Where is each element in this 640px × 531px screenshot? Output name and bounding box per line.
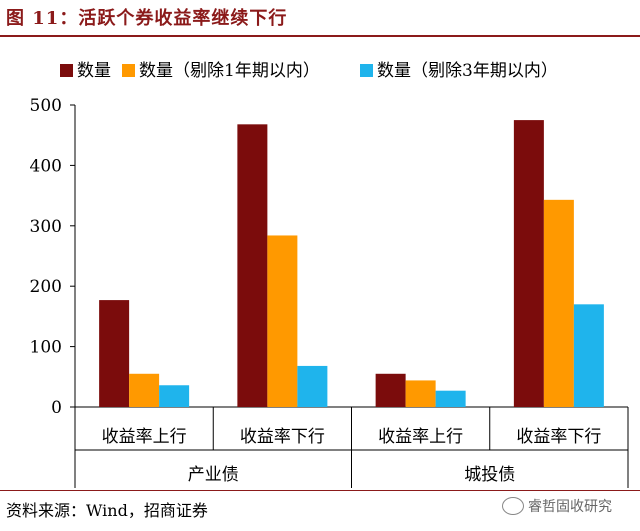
legend-label: 数量 bbox=[77, 61, 111, 81]
bar bbox=[267, 235, 298, 407]
x-tick-label: 收益率下行 bbox=[516, 427, 601, 447]
x-tick-label: 收益率上行 bbox=[102, 427, 187, 447]
bar bbox=[99, 300, 130, 407]
source-note: 资料来源：Wind，招商证券 bbox=[6, 501, 208, 520]
bar bbox=[237, 124, 268, 407]
bar bbox=[435, 390, 466, 407]
bar bbox=[159, 385, 190, 407]
legend-swatch bbox=[60, 64, 73, 77]
group-label: 产业债 bbox=[188, 465, 239, 485]
y-tick-label: 100 bbox=[30, 338, 62, 358]
bar bbox=[513, 120, 544, 407]
bar bbox=[543, 199, 574, 407]
wechat-icon bbox=[502, 497, 524, 515]
legend-swatch bbox=[122, 64, 135, 77]
group-label: 城投债 bbox=[464, 465, 515, 485]
y-tick-label: 0 bbox=[51, 398, 62, 418]
y-tick-label: 400 bbox=[30, 156, 62, 176]
bar bbox=[297, 365, 328, 407]
bar bbox=[375, 373, 406, 407]
watermark: 睿哲固收研究 bbox=[502, 496, 612, 516]
legend-swatch bbox=[360, 64, 373, 77]
x-tick-label: 收益率下行 bbox=[240, 427, 325, 447]
y-tick-label: 300 bbox=[30, 217, 62, 237]
legend-label: 数量（剔除3年期以内） bbox=[377, 61, 558, 81]
legend-label: 数量（剔除1年期以内） bbox=[139, 61, 320, 81]
figure-title: 图 11：活跃个券收益率继续下行 bbox=[6, 8, 288, 29]
bar bbox=[405, 380, 436, 407]
y-tick-label: 200 bbox=[30, 277, 62, 297]
watermark-text: 睿哲固收研究 bbox=[528, 499, 612, 515]
title-rule bbox=[0, 35, 640, 37]
bar bbox=[573, 304, 604, 407]
x-tick-label: 收益率上行 bbox=[378, 427, 463, 447]
y-tick-label: 500 bbox=[30, 96, 62, 116]
footer-rule bbox=[0, 490, 640, 491]
bar bbox=[129, 373, 160, 407]
bar-chart: 数量 数量（剔除1年期以内） 数量（剔除3年期以内） 0 100 200 300 400 500… bbox=[30, 61, 629, 488]
